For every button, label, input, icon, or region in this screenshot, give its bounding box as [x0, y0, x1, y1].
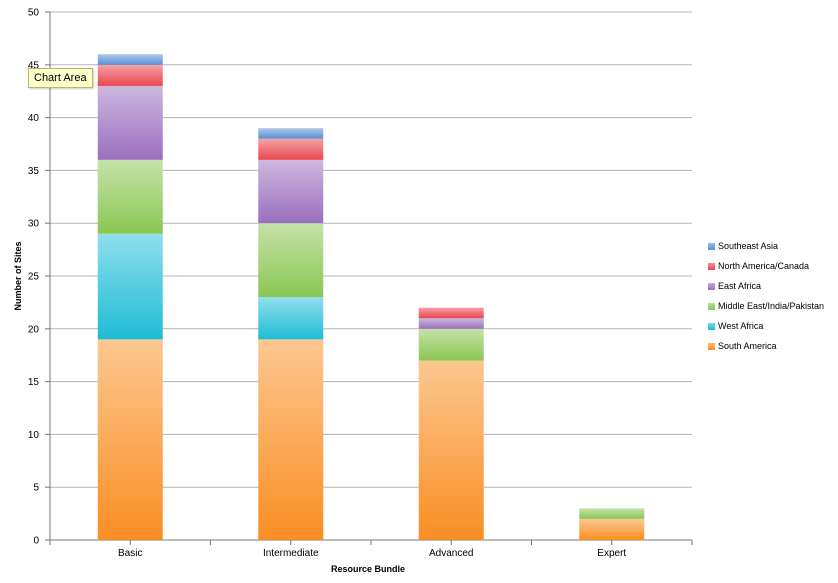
legend-item: North America/Canada: [708, 256, 824, 276]
x-tick-label: Basic: [118, 548, 142, 559]
y-tick-label: 45: [28, 60, 40, 71]
legend-swatch: [708, 262, 715, 270]
legend-swatch: [708, 302, 715, 310]
bar-segment[interactable]: [97, 85, 163, 160]
bar-segment[interactable]: [258, 297, 324, 340]
bars: [97, 54, 645, 540]
y-tick-label: 15: [28, 377, 40, 388]
bar-segment[interactable]: [97, 233, 163, 340]
bar-segment[interactable]: [418, 360, 484, 540]
legend-label: South America: [718, 341, 777, 351]
legend-item: West Africa: [708, 316, 824, 336]
y-tick-label: 5: [33, 483, 39, 494]
legend-swatch: [708, 342, 715, 350]
bar-segment[interactable]: [418, 328, 484, 361]
legend-label: North America/Canada: [718, 261, 810, 271]
x-tick-label: Intermediate: [263, 548, 319, 559]
bar-segment[interactable]: [258, 138, 324, 160]
bar-segment[interactable]: [418, 307, 484, 319]
legend-item: Middle East/India/Pakistan: [708, 296, 824, 316]
y-axis-title: Number of Sites: [13, 241, 23, 310]
bar-segment[interactable]: [258, 159, 324, 224]
y-tick-label: 50: [28, 8, 40, 19]
axes: 0 5 10 15 20 25 30 35 40 45 50 Basic Intermediate Adv…: [28, 8, 693, 559]
bar-segment[interactable]: [418, 318, 484, 329]
y-tick-label: 10: [28, 430, 40, 441]
legend-item: East Africa: [708, 276, 824, 296]
legend-swatch: [708, 242, 715, 250]
chart-area-tooltip: Chart Area: [28, 68, 93, 88]
bar-segment[interactable]: [258, 128, 324, 139]
legend-label: Southeast Asia: [718, 241, 779, 251]
bar-segment[interactable]: [97, 159, 163, 234]
chart-legend: Southeast Asia North America/Canada East A…: [708, 236, 824, 356]
y-tick-label: 0: [33, 536, 39, 547]
bar-segment[interactable]: [97, 64, 163, 86]
legend-label: West Africa: [718, 321, 764, 331]
y-tick-label: 35: [28, 166, 40, 177]
y-tick-label: 20: [28, 324, 40, 335]
bar-segment[interactable]: [579, 518, 645, 540]
x-tick-label: Expert: [597, 548, 626, 559]
x-tick-label: Advanced: [429, 548, 473, 559]
bar-segment[interactable]: [258, 223, 324, 298]
legend-item: Southeast Asia: [708, 236, 824, 256]
y-tick-label: 40: [28, 113, 40, 124]
bar-segment[interactable]: [258, 339, 324, 540]
legend-swatch: [708, 322, 715, 330]
y-tick-label: 30: [28, 219, 40, 230]
legend-label: Middle East/India/Pakistan: [718, 301, 825, 311]
legend-label: East Africa: [718, 281, 762, 291]
bar-segment[interactable]: [97, 339, 163, 540]
bar-segment[interactable]: [97, 54, 163, 65]
bar-segment[interactable]: [579, 508, 645, 519]
x-axis-title: Resource Bundle: [331, 564, 405, 574]
legend-swatch: [708, 282, 715, 290]
legend-item: South America: [708, 336, 824, 356]
y-tick-label: 25: [28, 272, 40, 283]
